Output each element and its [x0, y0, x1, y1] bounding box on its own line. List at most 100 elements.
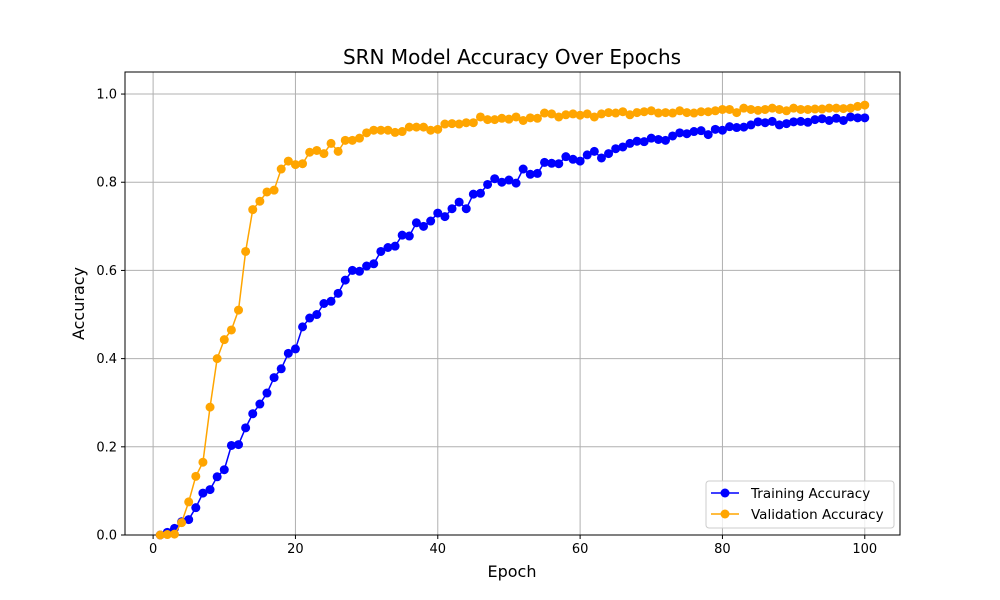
data-point-training	[426, 216, 436, 226]
data-point-training	[661, 135, 671, 145]
data-point-training	[824, 116, 834, 125]
data-point-validation	[177, 518, 187, 528]
data-point-training	[483, 179, 493, 189]
data-point-training	[796, 116, 806, 126]
data-point-training	[404, 231, 414, 241]
data-point-validation	[447, 119, 457, 129]
data-point-training	[789, 117, 799, 127]
data-point-validation	[255, 196, 265, 206]
data-point-training	[184, 515, 194, 525]
data-point-training	[696, 126, 706, 136]
data-point-training	[625, 138, 635, 148]
data-point-validation	[753, 105, 763, 115]
data-point-validation	[383, 125, 393, 135]
data-point-training	[568, 154, 578, 164]
data-point-training	[283, 348, 293, 358]
data-point-validation	[554, 112, 564, 122]
data-point-validation	[831, 103, 841, 113]
data-point-training	[547, 158, 557, 168]
data-point-training	[689, 127, 699, 137]
y-tick-label: 0.4	[96, 352, 117, 367]
data-point-validation	[369, 125, 379, 135]
data-point-validation	[518, 116, 528, 125]
data-point-validation	[618, 107, 628, 117]
x-tick-label: 60	[572, 542, 589, 557]
data-point-training	[468, 189, 478, 199]
data-point-validation	[212, 354, 222, 364]
data-point-training	[703, 130, 713, 140]
data-point-training	[710, 124, 720, 134]
data-point-training	[369, 259, 379, 269]
data-point-validation	[710, 106, 720, 116]
y-tick-label: 0.6	[96, 264, 117, 279]
data-point-validation	[568, 109, 578, 119]
data-point-training	[454, 197, 464, 207]
data-point-validation	[241, 246, 251, 256]
data-point-validation	[668, 108, 678, 118]
data-point-validation	[596, 109, 606, 119]
data-point-training	[853, 113, 863, 123]
data-point-training	[433, 208, 443, 218]
data-point-validation	[796, 104, 806, 114]
data-point-training	[518, 164, 528, 174]
data-point-training	[312, 310, 322, 320]
x-axis-label: Epoch	[488, 562, 537, 581]
data-point-validation	[696, 107, 706, 117]
data-point-training	[326, 296, 336, 306]
data-point-training	[390, 241, 400, 251]
data-point-validation	[582, 109, 592, 119]
data-point-training	[205, 485, 215, 495]
data-point-validation	[262, 187, 272, 197]
data-point-training	[497, 177, 507, 187]
data-point-validation	[611, 108, 621, 118]
data-point-validation	[682, 108, 692, 118]
data-point-validation	[419, 122, 429, 132]
data-point-training	[532, 168, 542, 178]
data-point-validation	[404, 122, 414, 132]
data-point-training	[248, 409, 258, 419]
legend-marker-training	[720, 488, 730, 498]
data-point-training	[490, 174, 500, 184]
data-point-training	[717, 125, 727, 135]
data-point-training	[732, 123, 742, 133]
data-point-training	[411, 218, 421, 228]
data-point-validation	[725, 104, 735, 114]
data-point-training	[383, 243, 393, 252]
data-point-validation	[461, 118, 471, 128]
data-point-validation	[781, 106, 791, 116]
data-point-validation	[540, 108, 550, 118]
data-point-training	[475, 188, 485, 198]
data-point-training	[639, 137, 649, 147]
data-point-validation	[440, 119, 450, 129]
data-point-validation	[760, 104, 770, 114]
series-validation	[155, 100, 870, 540]
data-point-validation	[646, 106, 656, 116]
data-point-training	[675, 128, 685, 138]
data-point-validation	[511, 112, 521, 122]
data-point-validation	[774, 104, 784, 114]
axis-ticks: 0 20 40 60 80 100 0.0 0.2 0.4 0.6 0.8 1.0	[96, 88, 877, 557]
data-point-training	[290, 344, 300, 354]
y-tick-label: 0.8	[96, 176, 117, 191]
data-point-training	[340, 275, 350, 285]
data-point-training	[191, 503, 201, 513]
data-point-validation	[305, 147, 315, 157]
data-point-validation	[689, 108, 699, 118]
x-tick-label: 100	[852, 542, 877, 557]
data-point-validation	[625, 110, 635, 120]
data-point-validation	[675, 106, 685, 116]
data-point-validation	[326, 138, 336, 148]
legend-box	[705, 480, 895, 529]
data-point-training	[668, 131, 678, 141]
data-point-validation	[312, 145, 322, 155]
data-point-training	[305, 313, 315, 323]
data-point-training	[276, 364, 286, 374]
data-point-validation	[632, 108, 642, 118]
data-point-validation	[184, 497, 194, 507]
x-tick-label: 40	[430, 542, 447, 557]
data-point-validation	[653, 108, 663, 118]
data-point-training	[504, 175, 514, 185]
x-tick-label: 0	[149, 542, 157, 557]
data-point-validation	[746, 104, 756, 114]
data-point-training	[319, 299, 329, 308]
